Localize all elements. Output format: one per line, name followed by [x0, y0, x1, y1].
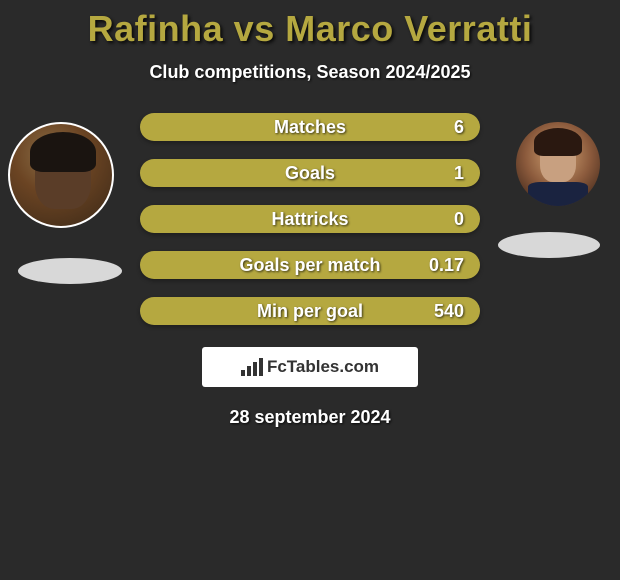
stat-label: Goals per match — [239, 255, 380, 276]
stat-bar-min-per-goal: Min per goal 540 — [140, 297, 480, 325]
stat-value: 0 — [454, 209, 464, 230]
stat-value: 0.17 — [429, 255, 464, 276]
player-left-shadow — [18, 258, 122, 284]
player-right-avatar — [516, 122, 600, 206]
stat-label: Hattricks — [271, 209, 348, 230]
stat-value: 6 — [454, 117, 464, 138]
player-right-jersey — [528, 182, 588, 206]
stat-label: Matches — [274, 117, 346, 138]
stat-bar-matches: Matches 6 — [140, 113, 480, 141]
date-label: 28 september 2024 — [0, 407, 620, 428]
chart-icon — [241, 358, 263, 376]
stat-value: 1 — [454, 163, 464, 184]
stat-value: 540 — [434, 301, 464, 322]
stat-bar-hattricks: Hattricks 0 — [140, 205, 480, 233]
comparison-card: Rafinha vs Marco Verratti Club competiti… — [0, 0, 620, 428]
subtitle: Club competitions, Season 2024/2025 — [0, 62, 620, 83]
stat-bar-goals-per-match: Goals per match 0.17 — [140, 251, 480, 279]
stat-label: Min per goal — [257, 301, 363, 322]
fctables-logo[interactable]: FcTables.com — [202, 347, 418, 387]
page-title: Rafinha vs Marco Verratti — [0, 8, 620, 50]
player-left-avatar — [8, 122, 114, 228]
player-right-shadow — [498, 232, 600, 258]
stat-bars: Matches 6 Goals 1 Hattricks 0 Goals per … — [140, 113, 480, 325]
stat-label: Goals — [285, 163, 335, 184]
stat-bar-goals: Goals 1 — [140, 159, 480, 187]
logo-text: FcTables.com — [267, 357, 379, 377]
